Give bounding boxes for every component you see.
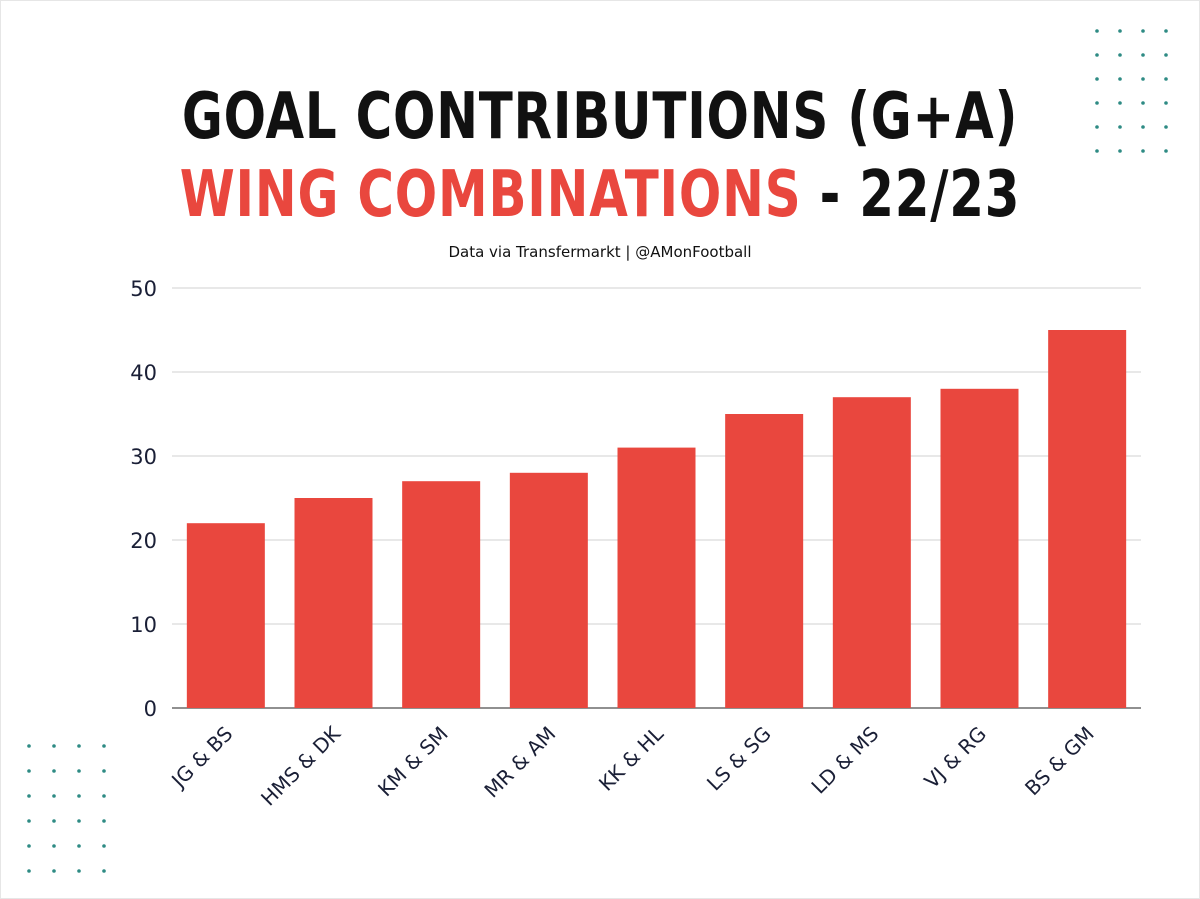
decorative-dot [1118, 29, 1122, 33]
bar [294, 498, 373, 708]
x-category-label: KK & HL [594, 721, 669, 796]
decorative-dot [27, 744, 31, 748]
decorative-dot [52, 819, 56, 823]
decorative-dot [1118, 77, 1122, 81]
decorative-dot [102, 744, 106, 748]
decorative-dot [52, 744, 56, 748]
decorative-dot [27, 869, 31, 873]
bars [186, 330, 1127, 708]
bar [1048, 330, 1127, 708]
decorative-dot [27, 844, 31, 848]
decorative-dot [1164, 53, 1168, 57]
x-category-label: KM & SM [373, 722, 453, 802]
y-tick-label: 30 [130, 445, 157, 469]
decorative-dot [1164, 77, 1168, 81]
decorative-dot [1118, 53, 1122, 57]
decorative-dot [27, 794, 31, 798]
x-category-label: LS & SG [702, 722, 776, 796]
title-accent: WING COMBINATIONS [179, 158, 802, 232]
x-category-label: JG & BS [165, 722, 237, 794]
decorative-dots-top-right [1095, 29, 1168, 153]
title-season: - 22/23 [801, 158, 1021, 232]
chart-subtitle: Data via Transfermarkt | @AMonFootball [448, 243, 752, 261]
decorative-dot [1141, 101, 1145, 105]
decorative-dot [1141, 77, 1145, 81]
y-tick-label: 10 [130, 613, 157, 637]
decorative-dots-bottom-left [27, 744, 106, 873]
decorative-dot [52, 844, 56, 848]
decorative-dot [77, 869, 81, 873]
decorative-dot [77, 744, 81, 748]
decorative-dot [77, 794, 81, 798]
decorative-dot [27, 769, 31, 773]
decorative-dot [1141, 29, 1145, 33]
x-category-label: VJ & RG [919, 722, 991, 794]
decorative-dot [1095, 53, 1099, 57]
x-category-label: MR & AM [479, 722, 560, 803]
title-line-2: WING COMBINATIONS - 22/23 [132, 156, 1068, 234]
decorative-dot [1118, 125, 1122, 129]
x-axis-labels: JG & BS HMS & DK KM & SM MR & AM KK & HL LS &… [165, 721, 1098, 811]
decorative-dot [1164, 29, 1168, 33]
decorative-dot [1164, 125, 1168, 129]
decorative-dot [52, 869, 56, 873]
decorative-dot [27, 819, 31, 823]
decorative-dot [102, 819, 106, 823]
y-tick-label: 50 [130, 277, 157, 301]
bar [509, 472, 588, 708]
decorative-dot [1095, 125, 1099, 129]
decorative-dot [102, 844, 106, 848]
y-tick-label: 0 [144, 697, 157, 721]
bar [617, 447, 696, 708]
bar [402, 481, 481, 708]
y-tick-label: 40 [130, 361, 157, 385]
decorative-dot [102, 769, 106, 773]
bar [725, 414, 804, 708]
decorative-dot [1141, 53, 1145, 57]
decorative-dot [77, 819, 81, 823]
y-axis-ticks: 0 10 20 30 40 50 [130, 277, 157, 721]
x-category-label: BS & GM [1020, 722, 1099, 801]
decorative-dot [102, 794, 106, 798]
decorative-dot [77, 769, 81, 773]
bar [186, 523, 265, 708]
decorative-dot [1118, 101, 1122, 105]
decorative-dot [52, 769, 56, 773]
title-line-1: GOAL CONTRIBUTIONS (G+A) [181, 80, 1019, 154]
decorative-dot [1095, 149, 1099, 153]
decorative-dot [1095, 101, 1099, 105]
decorative-dot [1095, 77, 1099, 81]
decorative-dot [1095, 29, 1099, 33]
decorative-dot [102, 869, 106, 873]
decorative-dot [1141, 149, 1145, 153]
decorative-dot [1164, 149, 1168, 153]
decorative-dot [1118, 149, 1122, 153]
decorative-dot [77, 844, 81, 848]
bar [832, 397, 911, 708]
decorative-dot [1141, 125, 1145, 129]
decorative-dot [1164, 101, 1168, 105]
decorative-dot [52, 794, 56, 798]
chart-title: GOAL CONTRIBUTIONS (G+A) WING COMBINATIO… [0, 78, 1200, 234]
x-category-label: HMS & DK [256, 721, 346, 811]
x-category-label: LD & MS [806, 722, 883, 799]
y-tick-label: 20 [130, 529, 157, 553]
bar [940, 388, 1019, 708]
